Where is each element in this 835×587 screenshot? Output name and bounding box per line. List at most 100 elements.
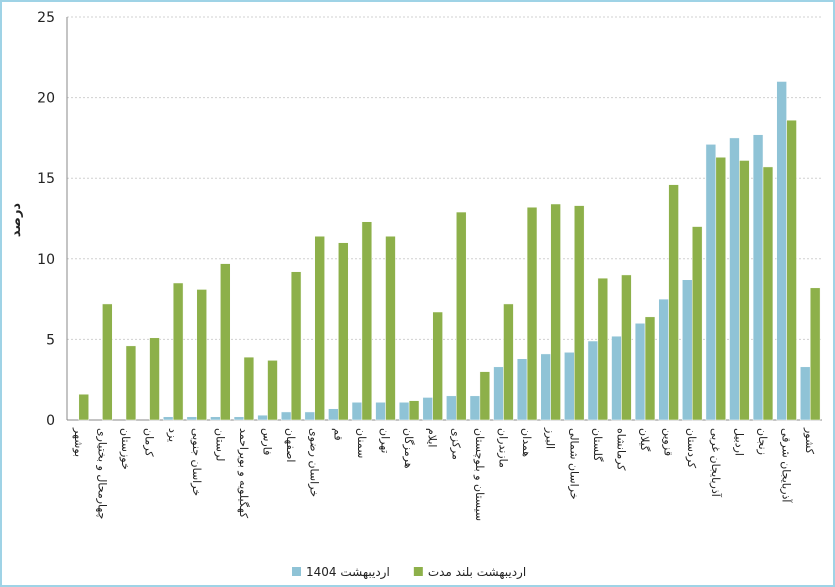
bar — [280, 411, 292, 421]
bar — [479, 371, 491, 421]
legend-label: اردیبهشت بلند مدت — [428, 565, 526, 580]
bar — [125, 345, 137, 421]
x-tick-label: یزد — [166, 428, 179, 442]
bar — [149, 337, 160, 421]
bar — [469, 395, 481, 421]
x-tick-label: ایلام — [426, 428, 439, 448]
bar — [196, 289, 207, 421]
bar — [172, 282, 184, 421]
bar — [621, 274, 632, 421]
bar — [658, 298, 669, 421]
bar — [233, 416, 245, 421]
x-tick-label: اصفهان — [284, 428, 297, 462]
x-tick-label: سیستان و بلوچستان — [473, 428, 486, 521]
x-tick-label: کشور — [803, 427, 816, 455]
bar — [786, 119, 797, 421]
bar — [493, 366, 504, 421]
bar — [597, 277, 609, 421]
bar — [210, 416, 221, 421]
bar — [526, 206, 538, 421]
x-tick-label: همدان — [520, 428, 533, 457]
x-tick-label: زنجان — [756, 428, 769, 455]
bar — [328, 408, 339, 421]
bar — [408, 400, 420, 421]
bar — [762, 166, 774, 421]
x-tick-label: قم — [331, 428, 344, 441]
bar — [314, 235, 325, 421]
bar — [456, 211, 467, 421]
x-tick-label: هرمزگان — [402, 428, 415, 469]
bar — [729, 137, 740, 421]
x-tick-label: کردستان — [685, 428, 698, 469]
bar — [163, 416, 174, 421]
x-tick-label: فارس — [261, 428, 274, 455]
x-tick-label: خراسان شمالی — [567, 428, 580, 500]
bar — [752, 134, 764, 421]
bar — [682, 279, 693, 421]
bar — [361, 221, 373, 421]
bar — [338, 242, 349, 421]
x-tick-label: لرستان — [213, 428, 226, 461]
x-tick-label: سمنان — [355, 428, 368, 458]
bar — [564, 352, 575, 421]
bar — [351, 402, 363, 421]
bar — [446, 395, 457, 421]
x-tick-label: مازندران — [496, 428, 509, 468]
y-tick-label: 20 — [37, 91, 55, 107]
x-tick-label: تهران — [379, 428, 392, 453]
bar — [574, 205, 585, 421]
x-tick-label: اردبیل — [732, 428, 745, 456]
bar — [186, 416, 198, 421]
legend-swatch — [413, 567, 423, 576]
bar — [668, 184, 679, 421]
x-tick-label: کرمان — [143, 428, 156, 457]
bar — [611, 335, 622, 421]
bar — [243, 356, 255, 421]
bar — [800, 366, 811, 421]
x-tick-label: کرمانشاه — [614, 428, 627, 471]
bar — [78, 393, 89, 421]
legend-swatch — [292, 567, 301, 576]
bar — [705, 144, 717, 421]
bar — [516, 358, 528, 421]
bar — [290, 271, 302, 421]
x-tick-label: البرز — [544, 427, 557, 449]
x-tick-label: کهگیلویه و بویراحمد — [237, 428, 250, 519]
x-tick-label: گیلان — [638, 428, 651, 452]
y-tick-label: 0 — [46, 413, 55, 429]
bar — [540, 353, 551, 421]
bar — [503, 303, 514, 421]
y-tick-label: 15 — [37, 171, 55, 187]
bar — [304, 411, 315, 421]
x-tick-label: قزوین — [662, 428, 675, 456]
x-tick-label: خراسان جنوبی — [190, 428, 203, 496]
bar — [422, 397, 433, 421]
y-tick-label: 25 — [37, 10, 55, 26]
x-tick-label: گلستان — [591, 428, 604, 462]
x-tick-label: خراسان رضوی — [308, 428, 321, 497]
bar — [776, 81, 787, 421]
bar — [587, 340, 599, 421]
y-tick-label: 5 — [46, 332, 55, 348]
bar — [809, 287, 821, 421]
y-tick-label: 10 — [37, 252, 55, 268]
x-tick-label: بوشهر — [72, 427, 85, 457]
bar — [644, 316, 656, 421]
legend-label: اردیبهشت 1404 — [306, 565, 390, 580]
bar — [267, 360, 278, 421]
bar — [385, 235, 396, 421]
y-axis-label: درصد — [9, 203, 24, 238]
bar — [398, 402, 410, 421]
bar — [432, 311, 443, 421]
bar — [739, 160, 750, 421]
bar — [550, 203, 561, 421]
bar — [375, 402, 386, 421]
x-tick-label: مرکزی — [449, 428, 462, 460]
x-tick-label: آذربایجان شرقی — [780, 428, 794, 503]
bar — [691, 226, 703, 421]
x-tick-label: چهارمحال و بختیاری — [95, 428, 108, 519]
bar — [715, 156, 726, 421]
bar — [634, 323, 646, 421]
